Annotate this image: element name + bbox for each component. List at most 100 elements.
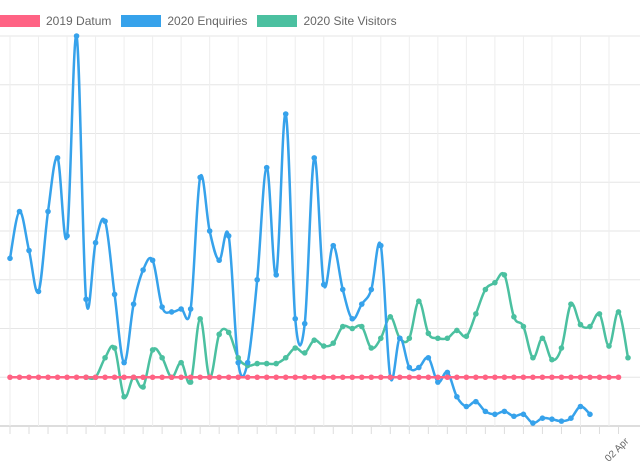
- data-point-2019-datum[interactable]: [463, 374, 470, 381]
- legend-item-2019-datum[interactable]: 2019 Datum: [0, 14, 111, 28]
- data-point-2019-datum[interactable]: [168, 374, 175, 381]
- data-point-2019-datum[interactable]: [330, 374, 337, 381]
- data-point-2019-datum[interactable]: [244, 374, 251, 381]
- data-point-2020-enquiries[interactable]: [92, 239, 99, 246]
- data-point-2020-enquiries[interactable]: [26, 247, 32, 254]
- data-point-2020-enquiries[interactable]: [520, 411, 527, 418]
- data-point-2020-site-visitors[interactable]: [596, 311, 603, 317]
- data-point-2020-enquiries[interactable]: [73, 33, 80, 39]
- data-point-2020-site-visitors[interactable]: [444, 335, 451, 342]
- data-point-2019-datum[interactable]: [292, 374, 299, 381]
- data-point-2019-datum[interactable]: [263, 374, 270, 381]
- data-point-2020-enquiries[interactable]: [558, 418, 565, 424]
- data-point-2020-enquiries[interactable]: [473, 398, 479, 405]
- legend-item-2020-site-visitors[interactable]: 2020 Site Visitors: [257, 14, 397, 28]
- data-point-2020-enquiries[interactable]: [102, 218, 108, 225]
- data-point-2020-site-visitors[interactable]: [606, 343, 612, 349]
- data-point-2020-enquiries[interactable]: [482, 408, 489, 415]
- data-point-2020-enquiries[interactable]: [64, 233, 70, 239]
- data-point-2020-site-visitors[interactable]: [349, 325, 356, 332]
- data-point-2020-site-visitors[interactable]: [615, 309, 622, 315]
- data-point-2020-enquiries[interactable]: [530, 420, 536, 426]
- data-point-2020-site-visitors[interactable]: [425, 330, 432, 337]
- data-point-2020-site-visitors[interactable]: [235, 354, 241, 361]
- data-point-2020-enquiries[interactable]: [263, 164, 270, 171]
- data-point-2020-site-visitors[interactable]: [358, 323, 365, 330]
- data-point-2020-site-visitors[interactable]: [463, 333, 470, 340]
- data-point-2020-site-visitors[interactable]: [454, 327, 460, 334]
- data-point-2020-site-visitors[interactable]: [254, 360, 260, 367]
- data-point-2020-site-visitors[interactable]: [149, 347, 156, 353]
- data-point-2020-site-visitors[interactable]: [311, 337, 318, 344]
- data-point-2019-datum[interactable]: [187, 374, 194, 381]
- data-point-2020-enquiries[interactable]: [378, 242, 384, 249]
- data-point-2019-datum[interactable]: [54, 374, 61, 381]
- data-point-2019-datum[interactable]: [349, 374, 356, 381]
- data-point-2020-site-visitors[interactable]: [263, 360, 270, 367]
- data-point-2020-enquiries[interactable]: [121, 359, 127, 366]
- data-point-2020-enquiries[interactable]: [301, 320, 308, 327]
- data-point-2020-enquiries[interactable]: [577, 403, 584, 410]
- data-point-2020-enquiries[interactable]: [197, 174, 203, 181]
- data-point-2020-enquiries[interactable]: [425, 354, 432, 361]
- data-point-2019-datum[interactable]: [273, 374, 280, 381]
- data-point-2019-datum[interactable]: [358, 374, 365, 381]
- data-point-2020-site-visitors[interactable]: [111, 345, 118, 351]
- data-point-2019-datum[interactable]: [92, 374, 99, 381]
- data-point-2020-site-visitors[interactable]: [320, 343, 327, 349]
- data-point-2019-datum[interactable]: [45, 374, 51, 381]
- data-point-2020-enquiries[interactable]: [492, 411, 498, 418]
- data-point-2019-datum[interactable]: [435, 374, 441, 381]
- data-point-2019-datum[interactable]: [539, 374, 546, 381]
- data-point-2019-datum[interactable]: [549, 374, 555, 381]
- legend-item-2020-enquiries[interactable]: 2020 Enquiries: [121, 14, 247, 28]
- data-point-2020-enquiries[interactable]: [235, 359, 241, 366]
- data-point-2019-datum[interactable]: [397, 374, 403, 381]
- data-point-2020-enquiries[interactable]: [178, 306, 184, 312]
- data-point-2019-datum[interactable]: [320, 374, 327, 381]
- data-point-2020-site-visitors[interactable]: [520, 323, 527, 330]
- data-point-2020-site-visitors[interactable]: [140, 384, 146, 390]
- data-point-2020-enquiries[interactable]: [225, 233, 232, 239]
- data-point-2020-enquiries[interactable]: [311, 155, 318, 161]
- data-point-2019-datum[interactable]: [235, 374, 241, 381]
- data-point-2020-enquiries[interactable]: [539, 415, 546, 422]
- data-point-2020-enquiries[interactable]: [282, 111, 289, 117]
- data-point-2020-enquiries[interactable]: [45, 208, 51, 215]
- data-point-2019-datum[interactable]: [149, 374, 156, 381]
- data-point-2019-datum[interactable]: [159, 374, 165, 381]
- data-point-2020-enquiries[interactable]: [292, 315, 299, 322]
- data-point-2019-datum[interactable]: [102, 374, 108, 381]
- data-point-2020-enquiries[interactable]: [330, 242, 337, 249]
- data-point-2020-enquiries[interactable]: [339, 286, 346, 293]
- data-point-2020-site-visitors[interactable]: [416, 298, 422, 305]
- data-point-2020-site-visitors[interactable]: [187, 379, 194, 385]
- data-point-2020-enquiries[interactable]: [111, 291, 118, 298]
- data-point-2019-datum[interactable]: [26, 374, 32, 381]
- data-point-2020-site-visitors[interactable]: [406, 335, 413, 342]
- data-point-2019-datum[interactable]: [482, 374, 489, 381]
- data-point-2019-datum[interactable]: [206, 374, 213, 381]
- data-point-2020-enquiries[interactable]: [206, 228, 213, 234]
- data-point-2019-datum[interactable]: [558, 374, 565, 381]
- data-point-2020-site-visitors[interactable]: [102, 354, 108, 361]
- data-point-2020-site-visitors[interactable]: [435, 335, 441, 342]
- data-point-2019-datum[interactable]: [387, 374, 394, 381]
- data-point-2020-site-visitors[interactable]: [273, 360, 280, 367]
- data-point-2019-datum[interactable]: [35, 374, 42, 381]
- data-point-2020-enquiries[interactable]: [435, 379, 441, 385]
- data-point-2019-datum[interactable]: [596, 374, 603, 381]
- data-point-2020-site-visitors[interactable]: [539, 335, 546, 342]
- data-point-2019-datum[interactable]: [83, 374, 89, 381]
- data-point-2020-enquiries[interactable]: [549, 416, 555, 422]
- data-point-2020-site-visitors[interactable]: [216, 331, 222, 338]
- data-point-2020-enquiries[interactable]: [168, 309, 175, 315]
- data-point-2019-datum[interactable]: [444, 374, 451, 381]
- data-point-2019-datum[interactable]: [368, 374, 375, 381]
- data-point-2020-enquiries[interactable]: [511, 413, 517, 420]
- data-point-2020-site-visitors[interactable]: [197, 315, 203, 322]
- data-point-2020-site-visitors[interactable]: [121, 393, 127, 400]
- data-point-2020-site-visitors[interactable]: [225, 329, 232, 336]
- data-point-2019-datum[interactable]: [416, 374, 422, 381]
- data-point-2019-datum[interactable]: [282, 374, 289, 381]
